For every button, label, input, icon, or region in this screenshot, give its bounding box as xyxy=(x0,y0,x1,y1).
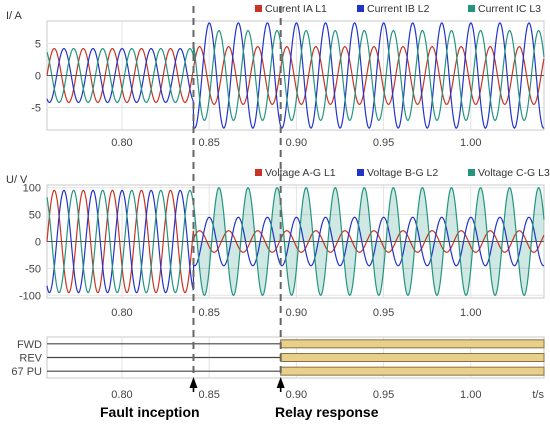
legend-entry: Voltage A-G L1 xyxy=(265,167,336,179)
x-tick-label: 0.80 xyxy=(111,137,132,149)
event-markers: Fault inception Relay response xyxy=(100,6,379,420)
signal-label: FWD xyxy=(17,339,42,351)
y-tick-label: 100 xyxy=(23,183,41,195)
signal-active-bar xyxy=(280,366,545,376)
signal-label: 67 PU xyxy=(11,366,42,378)
legend: Current IA L1 Current IB L2 Current IC L3 xyxy=(255,3,541,15)
x-tick-label: 0.90 xyxy=(286,307,307,319)
y-tick-label: 5 xyxy=(35,38,41,50)
y-tick-label: -50 xyxy=(25,263,41,275)
series-line-3 xyxy=(46,29,545,122)
x-tick-label: 0.90 xyxy=(286,137,307,149)
y-tick-label: 0 xyxy=(35,71,41,83)
legend-entry: Current IB L2 xyxy=(367,3,430,15)
legend-swatch xyxy=(468,169,475,176)
x-tick-label: 1.00 xyxy=(460,307,481,319)
x-tick-label: 0.95 xyxy=(373,137,394,149)
x-tick-label: 0.90 xyxy=(286,389,307,401)
legend-swatch xyxy=(255,5,262,12)
x-tick-label: 0.85 xyxy=(198,389,219,401)
x-tick-label: 1.00 xyxy=(460,389,481,401)
x-tick-label: 1.00 xyxy=(460,137,481,149)
y-axis-label: U/ V xyxy=(6,174,28,186)
x-axis-label: t/s xyxy=(532,389,544,401)
x-tick-label: 0.80 xyxy=(111,389,132,401)
y-tick-label: -5 xyxy=(31,103,41,115)
series-line-1 xyxy=(46,189,545,294)
event-label: Fault inception xyxy=(100,404,200,420)
legend-swatch xyxy=(255,169,262,176)
legend-entry: Voltage B-G L2 xyxy=(367,167,438,179)
series-line-2 xyxy=(46,189,545,294)
event-arrow-head xyxy=(276,377,285,388)
signal-label: REV xyxy=(19,353,42,365)
series-line-3 xyxy=(46,187,545,296)
y-tick-label: 0 xyxy=(35,237,41,249)
x-tick-label: 0.85 xyxy=(198,137,219,149)
y-axis-label: I/ A xyxy=(6,10,23,22)
legend-swatch xyxy=(468,5,475,12)
legend-entry: Current IC L3 xyxy=(478,3,541,15)
x-tick-label: 0.85 xyxy=(198,307,219,319)
legend-entry: Voltage C-G L3 xyxy=(478,167,550,179)
legend: Voltage A-G L1 Voltage B-G L2 Voltage C-G … xyxy=(255,167,550,179)
y-tick-label: -100 xyxy=(19,290,41,302)
series-line-1 xyxy=(46,46,545,105)
legend-swatch xyxy=(357,169,364,176)
chart-panel-1: 0.80 0.85 0.90 0.95 1.00 -5 0 5 I/ A Current IA L… xyxy=(6,3,545,149)
x-tick-label: 0.95 xyxy=(373,389,394,401)
x-tick-label: 0.80 xyxy=(111,307,132,319)
signal-active-bar xyxy=(280,339,545,349)
y-tick-label: 50 xyxy=(29,210,41,222)
event-arrow-head xyxy=(189,377,198,388)
signal-active-bar xyxy=(280,353,545,362)
legend-swatch xyxy=(357,5,364,12)
event-label: Relay response xyxy=(275,404,379,420)
x-tick-label: 0.95 xyxy=(373,307,394,319)
legend-entry: Current IA L1 xyxy=(265,3,327,15)
